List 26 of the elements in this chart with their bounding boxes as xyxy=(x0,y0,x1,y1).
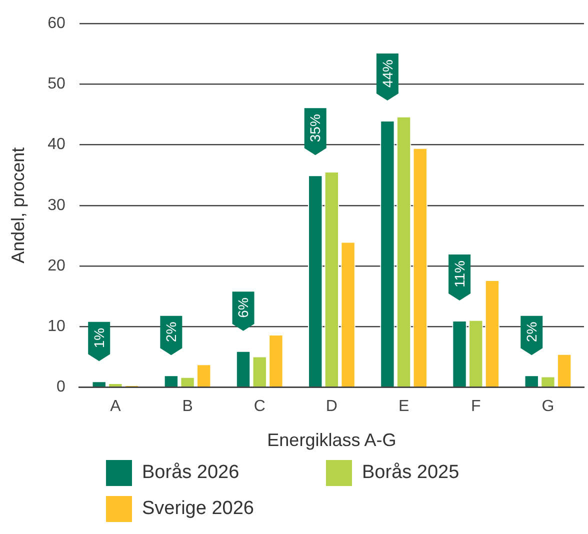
data-label: 2% xyxy=(523,322,540,342)
y-tick-label: 20 xyxy=(48,257,66,274)
data-label: 2% xyxy=(163,322,180,342)
data-label: 44% xyxy=(379,60,396,88)
data-label: 11% xyxy=(451,260,468,288)
data-label: 6% xyxy=(235,298,252,318)
legend-label: Borås 2026 xyxy=(142,462,240,484)
y-tick-label: 10 xyxy=(48,318,66,336)
y-axis-title: Andel, procent xyxy=(8,147,28,264)
x-tick-label: G xyxy=(542,398,554,416)
x-tick-label: E xyxy=(398,398,410,416)
y-tick-label: 40 xyxy=(48,136,66,154)
legend-label: Sverige 2026 xyxy=(142,498,254,520)
x-tick-label: C xyxy=(254,398,266,416)
x-tick-label: B xyxy=(182,398,193,416)
y-tick-label: 30 xyxy=(48,196,66,214)
x-axis-title: Energiklass A-G xyxy=(267,430,396,450)
y-tick-label: 60 xyxy=(48,15,66,32)
x-tick-label: A xyxy=(110,398,122,416)
legend-label: Borås 2025 xyxy=(362,462,460,484)
y-tick-label: 0 xyxy=(56,378,66,396)
y-tick-label: 50 xyxy=(48,76,66,93)
data-label: 35% xyxy=(307,114,324,142)
x-tick-label: F xyxy=(470,398,481,416)
data-label: 1% xyxy=(90,328,107,348)
x-tick-label: D xyxy=(326,398,338,416)
